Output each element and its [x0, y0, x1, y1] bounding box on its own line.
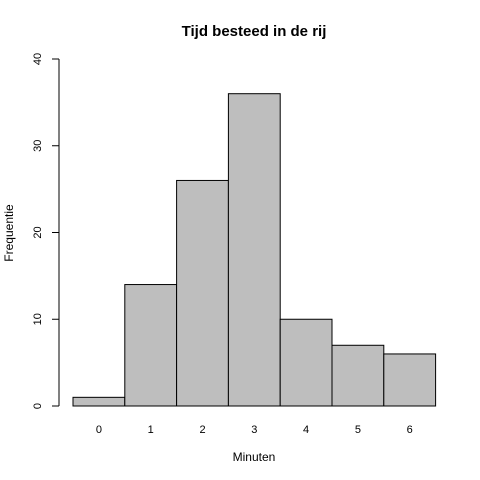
y-axis-label: Frequentie [2, 204, 16, 262]
x-tick-label: 4 [303, 424, 309, 436]
bar-2 [176, 179, 229, 407]
y-axis: 0 10 20 30 40 [32, 53, 60, 409]
x-tick-label: 1 [148, 424, 154, 436]
x-tick-label: 5 [355, 424, 361, 436]
y-tick-label: 40 [32, 53, 44, 65]
x-axis-tick-labels: 0 1 2 3 4 5 6 [96, 424, 413, 436]
y-tick-label: 30 [32, 140, 44, 152]
bar-0 [72, 396, 126, 407]
y-tick-label: 20 [32, 226, 44, 238]
x-tick-label: 3 [251, 424, 257, 436]
bar-4 [279, 318, 333, 407]
bar-1 [124, 284, 178, 407]
y-tick-label: 10 [32, 313, 44, 325]
bar-6 [383, 353, 437, 407]
y-tick-label: 0 [32, 403, 44, 409]
bars-group [72, 93, 437, 407]
x-tick-label: 0 [96, 424, 102, 436]
x-axis-label: Minuten [233, 450, 276, 464]
chart-title: Tijd besteed in de rij [182, 23, 327, 40]
bar-3 [227, 93, 281, 407]
bar-5 [331, 344, 385, 407]
x-tick-label: 2 [199, 424, 205, 436]
x-tick-label: 6 [407, 424, 413, 436]
